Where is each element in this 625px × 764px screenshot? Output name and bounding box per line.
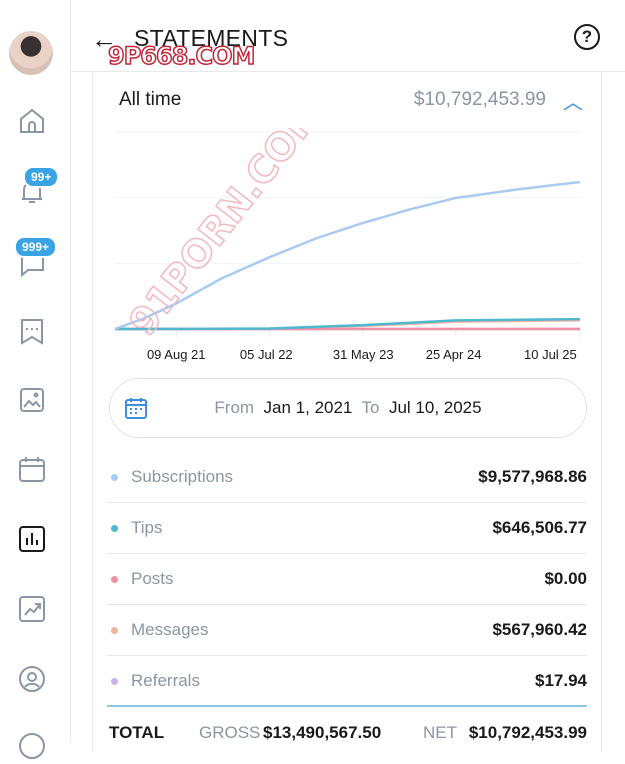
x-tick-label: 05 Jul 22 [240, 347, 293, 362]
legend-dot [111, 627, 118, 634]
breakdown-value: $567,960.42 [492, 620, 587, 640]
gross-value: $13,490,567.50 [263, 723, 381, 743]
legend-dot [111, 525, 118, 532]
date-range-picker[interactable]: From Jan 1, 2021 To Jul 10, 2025 [109, 378, 587, 438]
breakdown-value: $646,506.77 [492, 518, 587, 538]
total-divider [107, 705, 587, 707]
total-label: TOTAL [109, 723, 164, 743]
x-tick-label: 25 Apr 24 [426, 347, 482, 362]
chevron-up-icon[interactable]: ︿ [563, 86, 583, 115]
statement-card: All time $10,792,453.99 ︿ 09 Aug 21 05 Ju… [92, 72, 602, 752]
breakdown-label: Subscriptions [131, 467, 233, 487]
watermark-logo: 9P668.COM [108, 42, 254, 70]
breakdown-row-referrals: Referrals $17.94 [107, 656, 587, 707]
sidebar: 99+ 999+ [0, 0, 71, 742]
net-label: NET [423, 723, 457, 743]
breakdown-label: Tips [131, 518, 163, 538]
legend-dot [111, 474, 118, 481]
breakdown-value: $9,577,968.86 [478, 467, 587, 487]
breakdown-label: Messages [131, 620, 208, 640]
trending-chart-icon[interactable] [14, 591, 50, 627]
user-circle-icon[interactable] [14, 661, 50, 697]
bookmark-stars-icon[interactable] [14, 313, 50, 349]
watermark-text: 91PORN.COM [120, 128, 331, 344]
breakdown-row-posts: Posts $0.00 [107, 554, 587, 605]
to-date[interactable]: Jul 10, 2025 [389, 398, 482, 417]
messages-badge: 999+ [14, 236, 57, 258]
bar-chart-icon[interactable] [14, 521, 50, 557]
to-label: To [362, 398, 380, 417]
question-circle-icon[interactable]: ? [574, 24, 600, 50]
earnings-chart: 09 Aug 21 05 Jul 22 31 May 23 25 Apr 24 10 J… [93, 128, 603, 368]
calendar-icon[interactable] [14, 451, 50, 487]
x-tick-label: 09 Aug 21 [147, 347, 206, 362]
legend-dot [111, 576, 118, 583]
home-icon[interactable] [14, 103, 50, 139]
avatar[interactable] [9, 31, 53, 75]
gross-label: GROSS [199, 723, 260, 743]
from-label: From [214, 398, 254, 417]
breakdown-row-messages: Messages $567,960.42 [107, 605, 587, 656]
breakdown-label: Posts [131, 569, 174, 589]
legend-dot [111, 678, 118, 685]
net-value: $10,792,453.99 [469, 723, 587, 743]
x-tick-label: 10 Jul 25 [524, 347, 577, 362]
image-icon[interactable] [14, 382, 50, 418]
x-tick-label: 31 May 23 [333, 347, 394, 362]
breakdown-value: $0.00 [544, 569, 587, 589]
breakdown-label: Referrals [131, 671, 200, 691]
from-date[interactable]: Jan 1, 2021 [264, 398, 353, 417]
more-icon[interactable] [14, 728, 50, 764]
breakdown-value: $17.94 [535, 671, 587, 691]
notifications-badge: 99+ [23, 166, 59, 188]
period-label: All time [119, 89, 181, 111]
period-total: $10,792,453.99 [414, 89, 546, 111]
breakdown-row-subscriptions: Subscriptions $9,577,968.86 [107, 452, 587, 503]
breakdown-row-tips: Tips $646,506.77 [107, 503, 587, 554]
